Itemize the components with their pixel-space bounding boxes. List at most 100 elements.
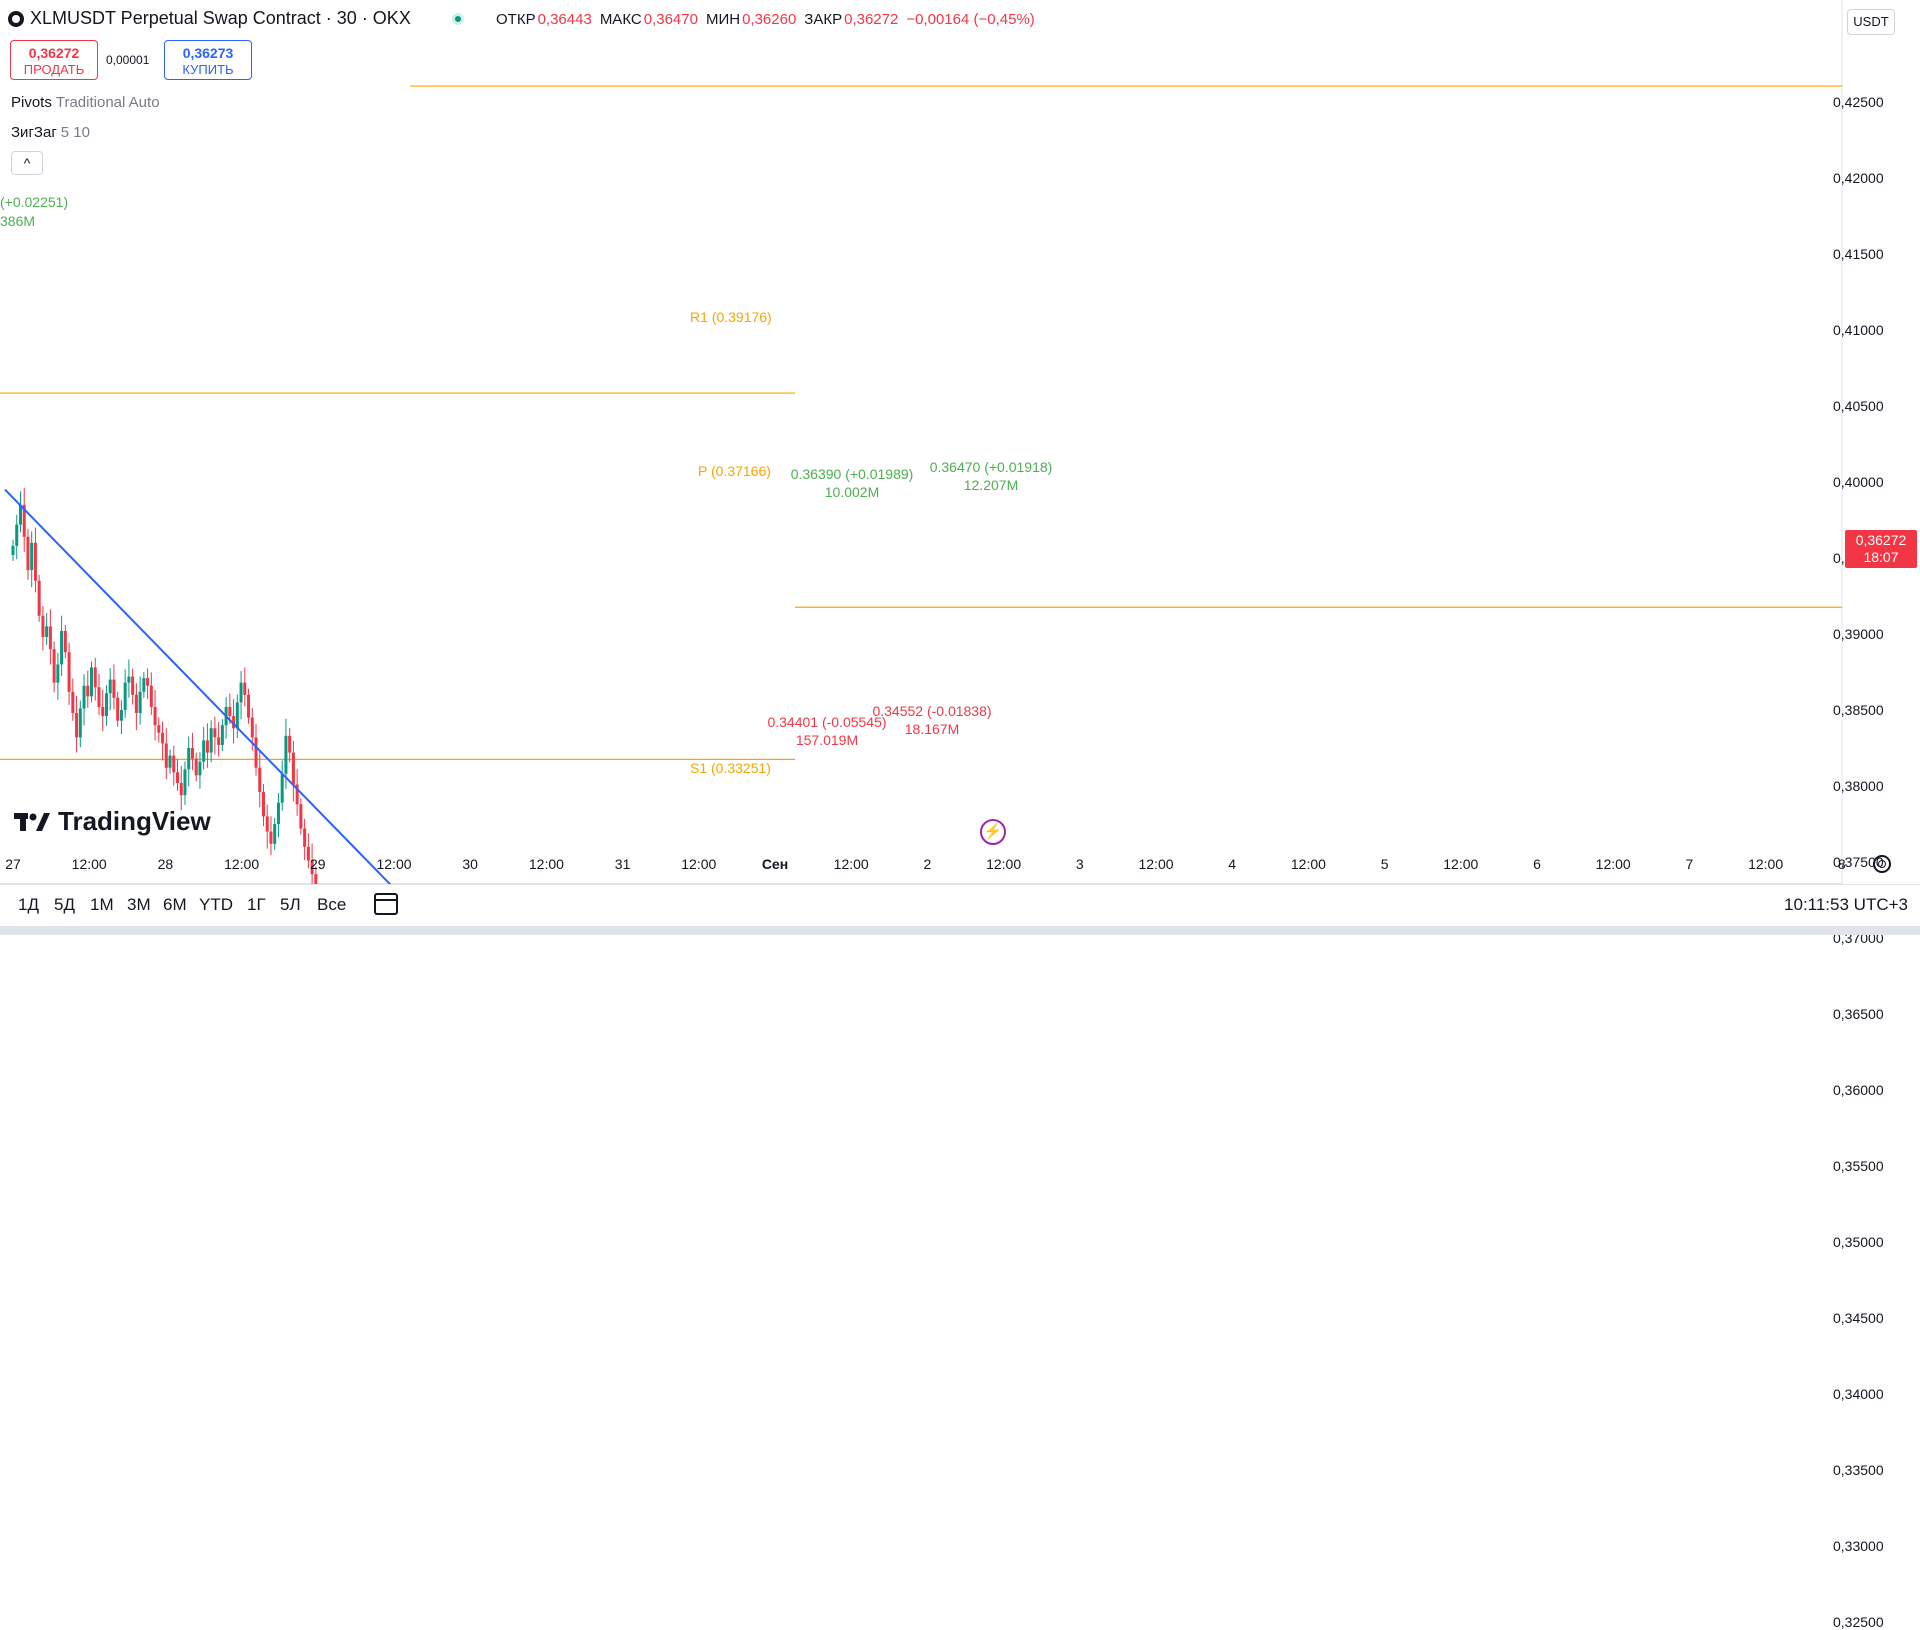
range-button[interactable]: 5Д (54, 895, 75, 914)
time-axis-label: 6 (1533, 856, 1541, 872)
zigzag-prev-label-change: (+0.02251) (0, 194, 69, 210)
currency-selector[interactable]: USDT (1847, 9, 1895, 35)
candle-body (60, 630, 64, 665)
clock-display[interactable]: 10:11:53 UTC+3 (1784, 895, 1908, 914)
symbol-title-text: XLMUSDT Perpetual Swap Contract · 30 · O… (30, 8, 411, 28)
candle-body (269, 831, 273, 844)
symbol-title[interactable]: XLMUSDT Perpetual Swap Contract · 30 · O… (8, 8, 411, 29)
range-button[interactable]: 1Д (18, 895, 39, 914)
lightning-icon[interactable]: ⚡ (980, 819, 1006, 845)
price-axis-label: 0,33500 (1833, 1462, 1884, 1478)
time-axis-label: 12:00 (376, 856, 412, 872)
range-button[interactable]: 3М (127, 895, 151, 914)
zigzag-label: 0.36470 (+0.01918) 12.207M (930, 458, 1053, 494)
candle-body (254, 737, 258, 768)
candle-body (30, 542, 34, 571)
ohlc-low-label: МИН (705, 11, 741, 28)
candle-body (202, 740, 206, 762)
price-axis-label: 0,34000 (1833, 1386, 1884, 1402)
calendar-icon[interactable] (374, 893, 398, 915)
candle-body (164, 743, 168, 768)
candle-body (67, 652, 71, 692)
indicator-zigzag-args: 5 10 (60, 124, 90, 141)
candle-body (33, 542, 37, 581)
time-axis-label: 12:00 (224, 856, 260, 872)
candle-body (280, 773, 284, 803)
range-button[interactable]: 1Г (247, 895, 266, 914)
candle-body (101, 706, 105, 717)
time-axis-label: 12:00 (1290, 856, 1326, 872)
tradingview-logo[interactable]: TradingView (14, 806, 211, 837)
candle-body (198, 761, 202, 776)
candle-body (90, 667, 94, 697)
candle-body (86, 685, 90, 697)
tradingview-logo-text: TradingView (58, 806, 211, 836)
range-button[interactable]: 5Л (280, 895, 301, 914)
candle-body (276, 802, 280, 824)
range-button[interactable]: Все (317, 895, 347, 914)
range-button[interactable]: 6М (163, 895, 187, 914)
candle-body (161, 732, 165, 744)
symbol-logo-icon (8, 10, 24, 27)
candle-body (75, 713, 79, 738)
bottom-strip (0, 926, 1920, 935)
candle-body (247, 694, 251, 718)
range-button[interactable]: 1М (90, 895, 114, 914)
time-axis-label: 27 (5, 856, 21, 872)
candle-body (26, 536, 30, 571)
candle-body (18, 504, 22, 525)
time-axis-label: 12:00 (528, 856, 564, 872)
candle-body (104, 693, 108, 717)
indicator-zigzag[interactable]: ЗигЗаг 5 10 (11, 124, 90, 141)
candle-body (209, 728, 213, 753)
range-button[interactable]: YTD (199, 895, 233, 914)
chart-canvas[interactable] (0, 0, 1920, 884)
market-status-icon[interactable] (452, 13, 464, 25)
price-axis-label: 0,35000 (1833, 1234, 1884, 1250)
candle-body (123, 682, 127, 710)
candle-body (190, 748, 194, 759)
zigzag-prev-label-volume: 386M (0, 213, 36, 229)
price-axis-label: 0,40000 (1833, 474, 1884, 490)
tradingview-logo-icon (14, 812, 50, 831)
collapse-legend-button[interactable]: ^ (11, 151, 43, 175)
candle-body (138, 691, 142, 714)
candle-body (22, 504, 26, 537)
candle-body (112, 679, 116, 698)
price-axis-label: 0,36000 (1833, 1082, 1884, 1098)
ohlc-close-value: 0,36272 (844, 11, 899, 28)
candle-body (116, 697, 120, 721)
zigzag-label-volume: 18.167M (904, 721, 960, 737)
pivot-r1-label: R1 (0.39176) (690, 309, 772, 325)
candle-body (235, 702, 239, 729)
zigzag-label: 0.34552 (-0.01838) 18.167M (872, 702, 991, 738)
buy-button[interactable]: 0,36273 КУПИТЬ (164, 40, 252, 80)
candle-body (261, 792, 265, 817)
time-axis-label: 12:00 (1138, 856, 1174, 872)
zigzag-label: 0.36390 (+0.01989) 10.002M (791, 465, 914, 501)
candle-body (48, 626, 52, 650)
time-axis-label: Сен (761, 856, 789, 872)
candle-body (93, 667, 97, 688)
candle-body (284, 735, 288, 774)
price-axis-label: 0,42000 (1833, 170, 1884, 186)
candle-body (119, 710, 123, 721)
price-axis-label: 0,41000 (1833, 322, 1884, 338)
time-axis-label: 12:00 (681, 856, 717, 872)
pivot-p-label: P (0.37166) (698, 463, 771, 479)
candle-body (258, 767, 262, 793)
candle-body (243, 682, 247, 695)
candle-body (127, 676, 131, 683)
price-axis-label: 0,42500 (1833, 94, 1884, 110)
gear-icon[interactable] (1873, 855, 1891, 873)
zigzag-label-price: 0.36470 (+0.01918) (929, 459, 1053, 475)
price-axis-label: 0,40500 (1833, 398, 1884, 414)
candle-body (310, 860, 314, 875)
time-axis-label: 2 (923, 856, 932, 872)
indicator-pivots[interactable]: Pivots Traditional Auto (11, 94, 160, 111)
time-axis-label: 8 (1837, 856, 1846, 872)
candle-body (37, 580, 41, 616)
buy-price: 0,36273 (182, 45, 234, 61)
candle-body (168, 755, 172, 768)
sell-button[interactable]: 0,36272 ПРОДАТЬ (10, 40, 98, 80)
